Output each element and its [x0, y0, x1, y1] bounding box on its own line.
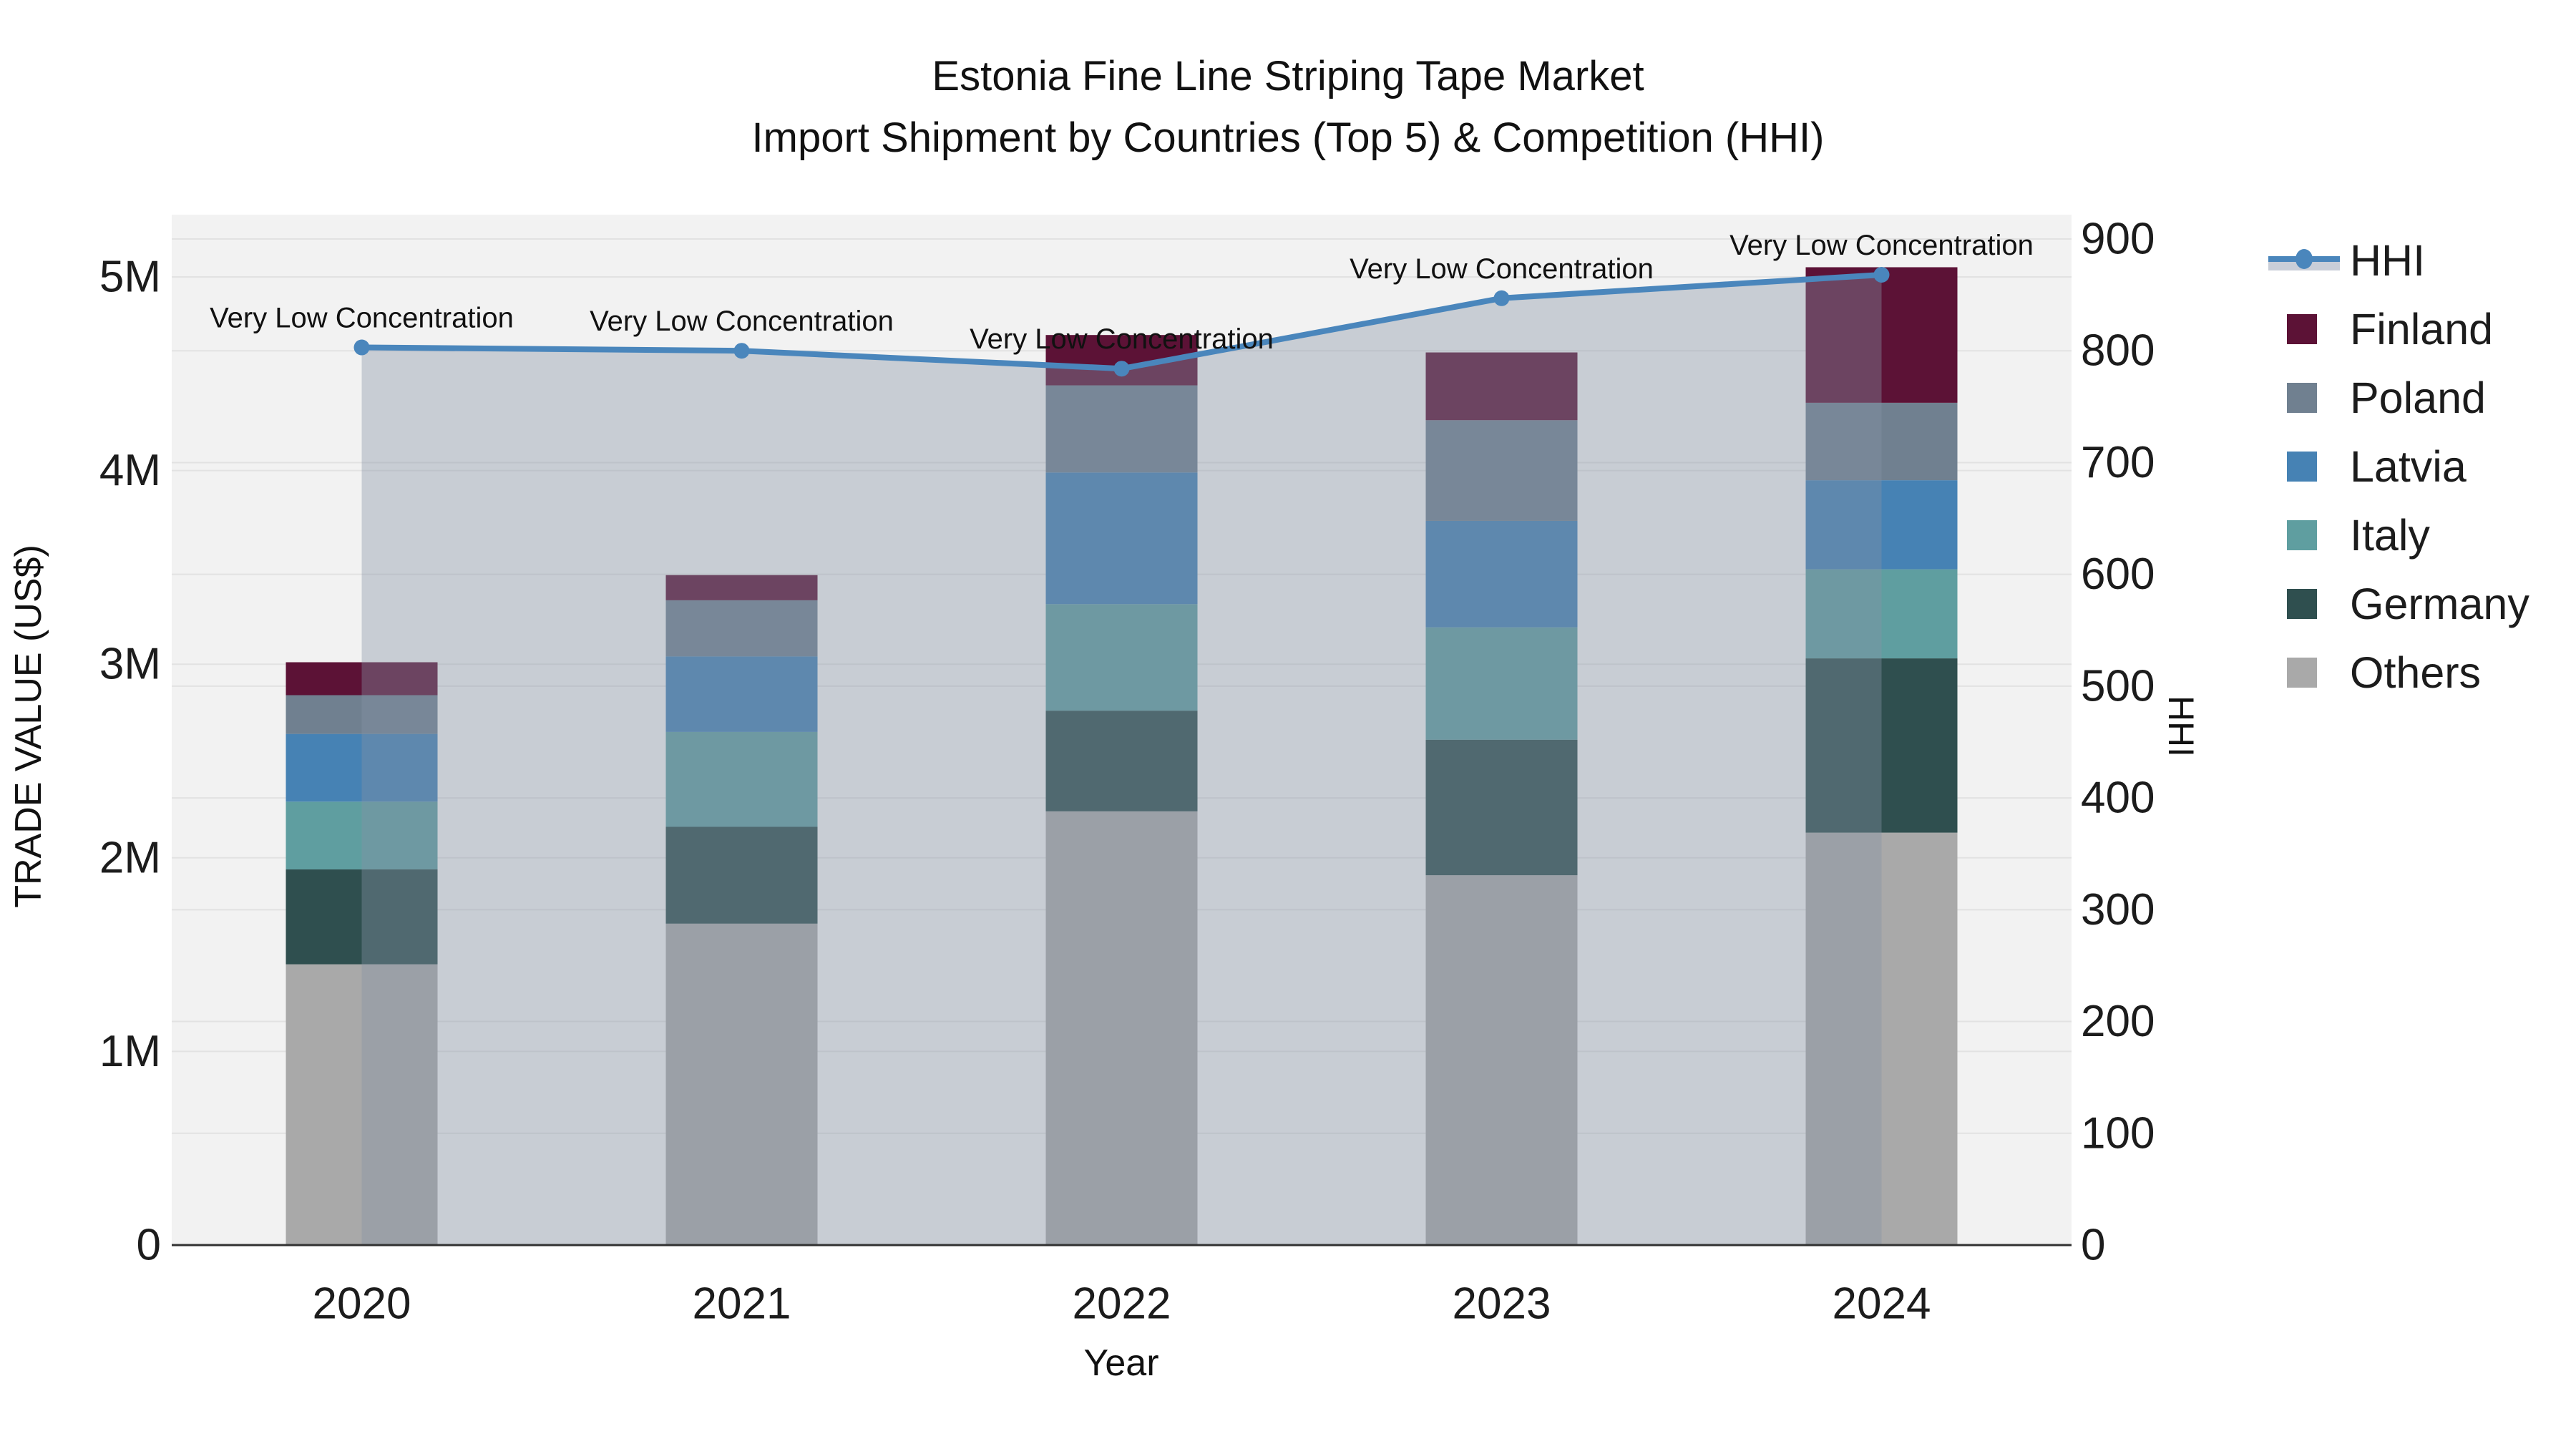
- right-tick-800: 800: [2081, 326, 2155, 376]
- legend-label-others: Others: [2350, 648, 2482, 697]
- legend-swatch-others-icon: [2287, 658, 2317, 688]
- hhi-marker-2020[interactable]: [353, 339, 370, 356]
- bar-segment-2021-latvia[interactable]: [665, 656, 818, 732]
- bar-segment-2023-italy[interactable]: [1425, 627, 1578, 740]
- bar-segment-2023-finland[interactable]: [1425, 352, 1578, 421]
- hhi-marker-2022[interactable]: [1113, 361, 1130, 377]
- annotation-2020: Very Low Concentration: [210, 303, 514, 334]
- bar-segment-2020-others[interactable]: [286, 964, 438, 1245]
- bar-segment-2021-poland[interactable]: [665, 600, 818, 657]
- bar-segment-2022-germany[interactable]: [1045, 711, 1198, 811]
- legend-swatch-cell: [2267, 520, 2347, 550]
- right-tick-900: 900: [2081, 215, 2155, 264]
- bar-segment-2020-finland[interactable]: [286, 662, 438, 696]
- right-tick-400: 400: [2081, 774, 2155, 823]
- hhi-marker-2021[interactable]: [733, 343, 750, 359]
- bar-segment-2021-finland[interactable]: [665, 575, 818, 600]
- bar-segment-2024-germany[interactable]: [1805, 658, 1958, 833]
- legend-swatch-cell: [2267, 658, 2347, 688]
- legend-label-latvia: Latvia: [2350, 442, 2467, 491]
- left-tick-1M: 1M: [99, 1027, 161, 1076]
- bar-segment-2023-others[interactable]: [1425, 875, 1578, 1245]
- legend-swatch-poland-icon: [2287, 383, 2317, 413]
- left-tick-4M: 4M: [99, 446, 161, 495]
- bar-segment-2024-poland[interactable]: [1805, 402, 1958, 481]
- x-axis-title: Year: [1083, 1342, 1159, 1384]
- legend-item-finland[interactable]: Finland: [2267, 295, 2529, 364]
- year-tick-2021: 2021: [693, 1279, 791, 1329]
- bar-segment-2022-poland[interactable]: [1045, 385, 1198, 473]
- bar-segment-2022-italy[interactable]: [1045, 604, 1198, 711]
- annotation-2024: Very Low Concentration: [1729, 230, 2034, 261]
- bar-segment-2023-latvia[interactable]: [1425, 520, 1578, 628]
- legend-swatch-cell: [2267, 589, 2347, 619]
- bar-segment-2020-poland[interactable]: [286, 695, 438, 734]
- bar-segment-2021-italy[interactable]: [665, 731, 818, 827]
- legend-swatch-cell: [2267, 314, 2347, 344]
- legend-item-latvia[interactable]: Latvia: [2267, 432, 2529, 501]
- year-tick-2022: 2022: [1073, 1279, 1171, 1329]
- hhi-line-sample-icon: [2268, 249, 2340, 270]
- right-tick-100: 100: [2081, 1108, 2155, 1158]
- legend-label-finland: Finland: [2350, 305, 2494, 353]
- chart-title-line1: Estonia Fine Line Striping Tape Market: [932, 53, 1644, 99]
- right-axis-title: HHI: [2161, 695, 2201, 758]
- legend-label-germany: Germany: [2350, 580, 2529, 628]
- hhi-marker-2023[interactable]: [1493, 290, 1510, 306]
- hhi-marker-2024[interactable]: [1873, 266, 1890, 283]
- left-tick-0: 0: [137, 1221, 161, 1270]
- legend-item-poland[interactable]: Poland: [2267, 364, 2529, 432]
- bar-segment-2024-italy[interactable]: [1805, 569, 1958, 659]
- legend-item-others[interactable]: Others: [2267, 638, 2529, 707]
- legend-line-sample-cell: [2267, 238, 2347, 283]
- legend-label-poland: Poland: [2350, 374, 2486, 422]
- left-axis-title: TRADE VALUE (US$): [8, 545, 49, 908]
- bar-segment-2024-others[interactable]: [1805, 832, 1958, 1245]
- legend-swatch-finland-icon: [2287, 314, 2317, 344]
- legend-item-italy[interactable]: Italy: [2267, 501, 2529, 570]
- legend-swatch-cell: [2267, 383, 2347, 413]
- bar-segment-2021-germany[interactable]: [665, 826, 818, 924]
- legend-swatch-germany-icon: [2287, 589, 2317, 619]
- legend-label-hhi: HHI: [2350, 236, 2426, 285]
- annotation-2022: Very Low Concentration: [970, 323, 1274, 355]
- legend-label-italy: Italy: [2350, 511, 2430, 560]
- bar-segment-2021-others[interactable]: [665, 923, 818, 1245]
- right-tick-300: 300: [2081, 885, 2155, 935]
- legend: HHI Finland Poland Latvia Italy Germany Others: [2267, 226, 2529, 707]
- right-tick-200: 200: [2081, 997, 2155, 1046]
- year-tick-2023: 2023: [1453, 1279, 1551, 1329]
- bar-segment-2020-germany[interactable]: [286, 869, 438, 965]
- bar-segment-2022-others[interactable]: [1045, 811, 1198, 1245]
- legend-swatch-italy-icon: [2287, 520, 2317, 550]
- year-tick-2024: 2024: [1833, 1279, 1931, 1329]
- bar-segment-2023-poland[interactable]: [1425, 420, 1578, 521]
- legend-item-germany[interactable]: Germany: [2267, 570, 2529, 638]
- left-tick-2M: 2M: [99, 833, 161, 882]
- right-tick-700: 700: [2081, 438, 2155, 487]
- right-tick-500: 500: [2081, 661, 2155, 711]
- legend-item-hhi[interactable]: HHI: [2267, 226, 2529, 295]
- left-tick-5M: 5M: [99, 253, 161, 302]
- right-tick-600: 600: [2081, 550, 2155, 599]
- bar-segment-2023-germany[interactable]: [1425, 739, 1578, 876]
- hhi-area-fill: [361, 274, 1882, 1246]
- bar-segment-2020-latvia[interactable]: [286, 733, 438, 802]
- bar-segment-2022-latvia[interactable]: [1045, 472, 1198, 605]
- left-tick-3M: 3M: [99, 640, 161, 689]
- right-tick-0: 0: [2081, 1221, 2105, 1270]
- bar-segment-2024-finland[interactable]: [1805, 267, 1958, 403]
- bar-segment-2020-italy[interactable]: [286, 801, 438, 870]
- annotation-2023: Very Low Concentration: [1350, 253, 1654, 285]
- chart-title-line2: Import Shipment by Countries (Top 5) & C…: [751, 114, 1825, 161]
- bar-segment-2024-latvia[interactable]: [1805, 480, 1958, 570]
- legend-swatch-cell: [2267, 452, 2347, 482]
- annotation-2021: Very Low Concentration: [590, 306, 894, 337]
- legend-swatch-latvia-icon: [2287, 452, 2317, 482]
- year-tick-2020: 2020: [313, 1279, 411, 1329]
